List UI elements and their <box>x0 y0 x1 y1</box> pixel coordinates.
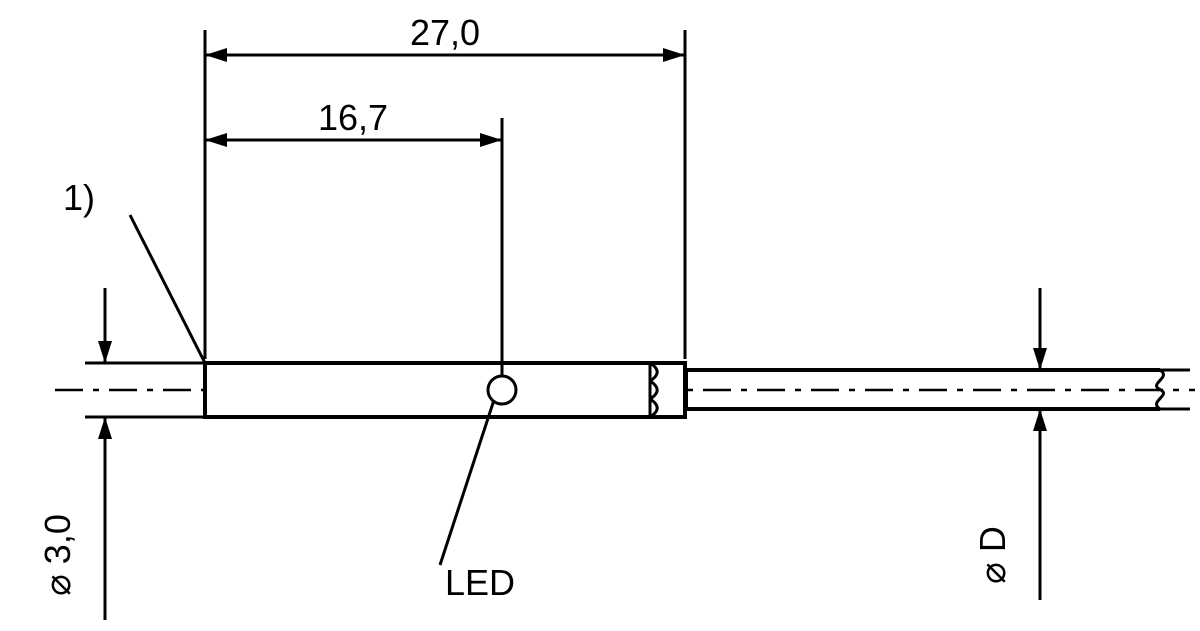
led-indicator <box>488 376 516 404</box>
note-1-leader <box>130 215 205 363</box>
engineering-drawing: 27,0 16,7 ⌀ 3,0 ⌀ D 1) LED <box>0 0 1200 631</box>
sensor-body <box>205 363 685 417</box>
note-1-label: 1) <box>63 177 95 218</box>
led-leader <box>440 400 494 565</box>
dim-length-16-7: 16,7 <box>318 97 388 138</box>
led-label: LED <box>445 562 515 603</box>
dim-diameter-D: ⌀ D <box>972 526 1013 584</box>
dim-diameter-3: ⌀ 3,0 <box>37 514 78 596</box>
cable-break-line <box>1157 370 1164 409</box>
dim-length-27: 27,0 <box>410 12 480 53</box>
